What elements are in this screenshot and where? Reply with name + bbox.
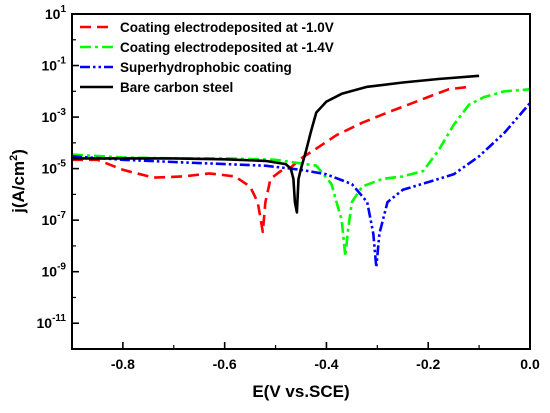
y-axis-title-sup: 2	[8, 155, 20, 161]
y-axis-title: j(A/cm2)	[8, 149, 28, 214]
x-tick-label: -0.2	[416, 356, 440, 372]
y-tick-label: 10-9	[42, 262, 67, 280]
legend-label-3: Superhydrophobic coating	[120, 60, 292, 75]
y-tick-label: 10-11	[37, 313, 67, 331]
y-axis-title-tail: )	[9, 149, 28, 155]
x-axis-title: E(V vs.SCE)	[252, 382, 349, 401]
series-line-3	[71, 102, 531, 269]
x-tick-label: -0.4	[314, 356, 338, 372]
ticks-layer: -0.8 -0.6 -0.4 -0.2 0.0 101 10-1 10-3 10-5 10-7 10…	[37, 4, 540, 372]
legend-label-4: Bare carbon steel	[120, 80, 233, 95]
series-line-1	[72, 85, 470, 234]
series-layer	[71, 74, 531, 269]
y-tick-label: 10-3	[42, 107, 67, 125]
y-tick-label: 10-5	[42, 159, 67, 177]
x-tick-label: 0.0	[520, 356, 540, 372]
legend: Coating electrodeposited at -1.0V Coating…	[80, 20, 334, 95]
legend-label-1: Coating electrodeposited at -1.0V	[120, 20, 334, 35]
y-tick-label: 10-7	[42, 210, 67, 228]
x-tick-label: -0.6	[213, 356, 237, 372]
y-axis-title-base: j(A/cm	[9, 161, 28, 214]
series-line-4	[72, 74, 480, 214]
x-tick-label: -0.8	[111, 356, 135, 372]
legend-label-2: Coating electrodeposited at -1.4V	[120, 40, 334, 55]
y-tick-label: 101	[45, 4, 67, 22]
y-tick-label: 10-1	[42, 56, 67, 74]
plot-frame	[71, 13, 531, 350]
